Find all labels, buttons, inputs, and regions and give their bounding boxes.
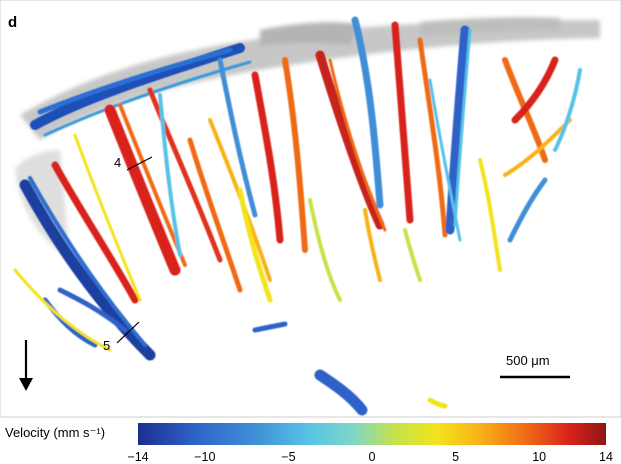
colorbar-ticks: −14 −10 −5 0 5 10 14 bbox=[127, 450, 613, 464]
colorbar-tick-label: −5 bbox=[281, 450, 295, 464]
down-arrow-icon bbox=[19, 340, 33, 391]
callout-5-label: 5 bbox=[103, 338, 110, 353]
callout-4: 4 bbox=[114, 155, 153, 171]
velocity-streaks bbox=[13, 16, 582, 416]
colorbar-tick-label: −14 bbox=[127, 450, 148, 464]
callout-5: 5 bbox=[103, 321, 140, 353]
callout-4-line bbox=[126, 156, 153, 171]
callout-5-line bbox=[116, 321, 140, 344]
image-panel: d 4 5 500 μm bbox=[0, 0, 621, 418]
panel-letter: d bbox=[8, 14, 17, 31]
colorbar-tick-label: 14 bbox=[599, 450, 613, 464]
colorbar-tick-label: −10 bbox=[194, 450, 215, 464]
scale-bar: 500 μm bbox=[500, 353, 570, 379]
callout-4-label: 4 bbox=[114, 155, 121, 170]
colorbar-title: Velocity (mm s⁻¹) bbox=[5, 425, 105, 440]
colorbar-gradient bbox=[138, 423, 606, 445]
colorbar-tick-label: 5 bbox=[452, 450, 459, 464]
colorbar-tick-label: 0 bbox=[369, 450, 376, 464]
velocity-colorbar: Velocity (mm s⁻¹) −14 −10 −5 0 5 10 14 bbox=[5, 423, 613, 464]
colorbar-tick-label: 10 bbox=[532, 450, 546, 464]
scale-bar-label: 500 μm bbox=[506, 353, 550, 368]
